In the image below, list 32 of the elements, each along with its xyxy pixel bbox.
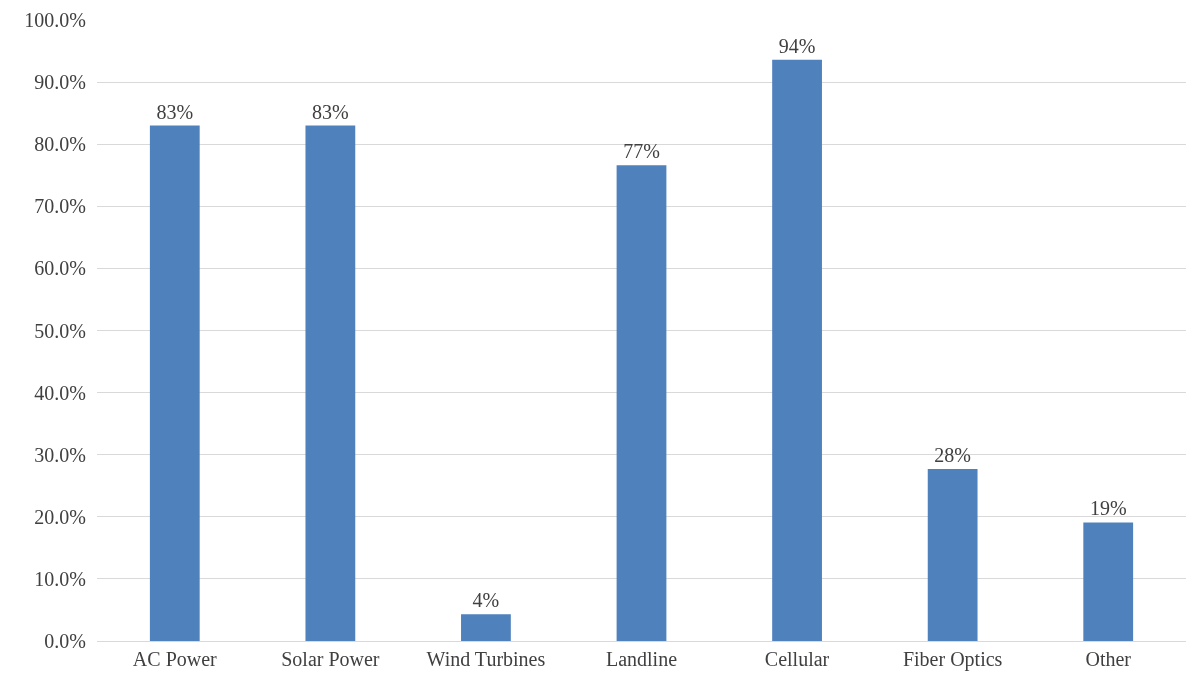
y-tick-label: 0.0% <box>44 630 86 652</box>
data-label: 83% <box>156 100 194 123</box>
x-tick-label: Cellular <box>764 648 830 670</box>
y-tick-label: 60.0% <box>34 257 86 280</box>
bar <box>149 125 200 641</box>
data-label: 83% <box>312 100 349 123</box>
data-label: 4% <box>472 589 500 612</box>
x-tick-label: Landline <box>605 648 678 670</box>
x-tick-label: Fiber Optics <box>902 648 1003 671</box>
x-tick-label: Wind Turbines <box>426 648 546 670</box>
y-tick-label: 10.0% <box>34 567 86 590</box>
x-tick-label: Other <box>1085 648 1132 670</box>
y-tick-label: 50.0% <box>34 319 86 342</box>
bar <box>305 125 356 641</box>
data-label: 94% <box>778 34 816 57</box>
y-tick-label: 100.0% <box>24 9 86 31</box>
x-tick-label: Solar Power <box>281 648 380 670</box>
bar <box>772 59 822 641</box>
bar <box>616 165 667 641</box>
y-tick-label: 30.0% <box>34 443 86 466</box>
x-tick-label: AC Power <box>132 648 218 670</box>
bar <box>1083 522 1134 641</box>
y-tick-label: 70.0% <box>34 195 86 218</box>
y-tick-label: 20.0% <box>34 505 86 528</box>
data-label: 28% <box>934 443 971 466</box>
y-tick-label: 40.0% <box>34 381 86 404</box>
y-tick-label: 80.0% <box>34 133 86 156</box>
y-tick-label: 90.0% <box>34 71 86 94</box>
bar <box>927 468 978 641</box>
data-label: 19% <box>1089 497 1127 520</box>
bar <box>461 614 511 641</box>
data-label: 77% <box>623 140 660 163</box>
